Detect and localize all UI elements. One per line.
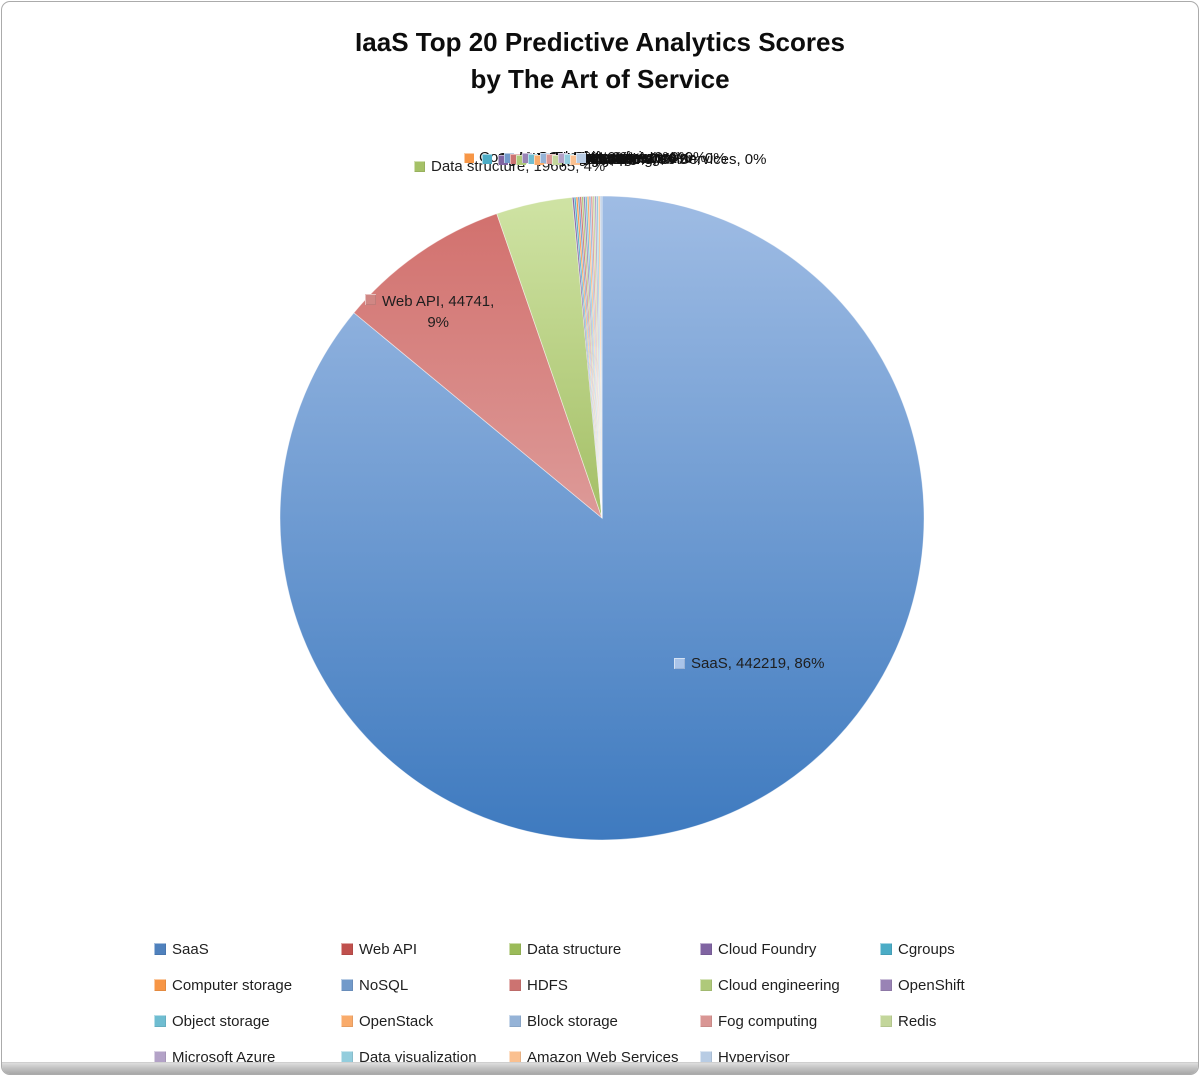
legend-key-icon [700,1015,712,1027]
legend-item-nosql: NoSQL [341,977,509,994]
legend-label: Data structure [527,940,622,958]
legend-key-icon [700,979,712,991]
legend-item-cgroups: Cgroups [880,941,965,958]
legend-label: OpenStack [359,1012,434,1030]
legend-item-cloud-engineering: Cloud engineering [700,977,880,994]
legend-item-block-storage: Block storage [509,1013,700,1030]
chart-title: IaaS Top 20 Predictive Analytics Scores … [2,24,1198,98]
window-bottom-edge [2,1062,1198,1074]
legend-label: Data visualization [359,1048,477,1066]
legend-key-icon [880,979,892,991]
legend-label: Computer storage [172,976,293,994]
legend-item-fog-computing: Fog computing [700,1013,880,1030]
legend-label: Amazon Web Services [527,1048,679,1066]
legend-label: SaaS [172,940,209,958]
legend-item-microsoft-azure: Microsoft Azure [154,1049,341,1066]
legend-key-icon [154,979,166,991]
legend-key-icon [509,1051,521,1063]
legend-key-icon [154,1015,166,1027]
legend-key-icon [509,979,521,991]
legend-key-icon [341,1015,353,1027]
legend-key-icon [341,979,353,991]
pie-slice-web-api [353,213,603,520]
legend-label: Hypervisor [718,1048,790,1066]
legend-key-icon [341,943,353,955]
legend-item-object-storage: Object storage [154,1013,341,1030]
legend-item-amazon-web-services: Amazon Web Services [509,1049,700,1066]
legend-key-icon [154,1051,166,1063]
legend-item-hypervisor: Hypervisor [700,1049,880,1066]
legend-label: Block storage [527,1012,618,1030]
legend-key-icon [700,943,712,955]
legend-label: NoSQL [359,976,409,994]
legend-label: Redis [898,1012,937,1030]
legend-item-redis: Redis [880,1013,965,1030]
legend-key-icon [341,1051,353,1063]
legend-label: Object storage [172,1012,270,1030]
legend-key-icon [880,943,892,955]
legend-label: Cgroups [898,940,955,958]
legend-key-icon [509,1015,521,1027]
legend-key-icon [154,943,166,955]
legend-key-icon [880,1015,892,1027]
legend-label: Microsoft Azure [172,1048,276,1066]
legend-label: HDFS [527,976,568,994]
legend-item-saas: SaaS [154,941,341,958]
legend-label: Cloud engineering [718,976,840,994]
legend-item-cloud-foundry: Cloud Foundry [700,941,880,958]
legend-item-computer-storage: Computer storage [154,977,341,994]
chart-title-line1: IaaS Top 20 Predictive Analytics Scores [355,27,845,57]
legend-label: Web API [359,940,418,958]
legend-item-web-api: Web API [341,941,509,958]
legend-item-data-structure: Data structure [509,941,700,958]
legend-key-icon [700,1051,712,1063]
legend: SaaS Web API Data structure Cloud Foundry Cg… [154,931,965,1074]
legend-label: OpenShift [898,976,965,994]
legend-label: Cloud Foundry [718,940,817,958]
legend-item-openstack: OpenStack [341,1013,509,1030]
legend-item-data-visualization: Data visualization [341,1049,509,1066]
chart-title-line2: by The Art of Service [470,64,730,94]
legend-label: Fog computing [718,1012,818,1030]
legend-item-hdfs: HDFS [509,977,700,994]
legend-item-openshift: OpenShift [880,977,965,994]
pie-slice-hypervisor [599,195,603,519]
legend-key-icon [509,943,521,955]
